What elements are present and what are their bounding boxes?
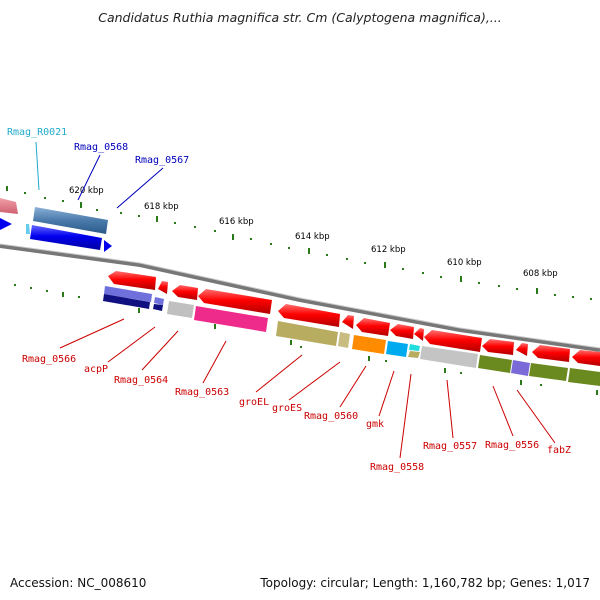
gene-rmag-0567[interactable] <box>30 225 102 250</box>
gene-gmk-b[interactable] <box>409 344 420 351</box>
lower-leader-lines <box>59 318 556 459</box>
gene-row1-3[interactable] <box>198 289 272 314</box>
gene-row1-8[interactable] <box>414 328 424 341</box>
label-rmag-0557: Rmag_0557 <box>423 441 477 452</box>
upper-gene-labels: Rmag_R0021 Rmag_0568 Rmag_0567 <box>7 127 189 166</box>
scale-label-612: 612 kbp <box>371 245 406 255</box>
gene-row1-1[interactable] <box>158 281 168 294</box>
scale-label-610: 610 kbp <box>447 258 482 268</box>
gene-rmag-0566-b[interactable] <box>103 294 150 309</box>
label-gmk: gmk <box>366 419 384 430</box>
label-rmag-0558: Rmag_0558 <box>370 462 424 473</box>
gene-row1-6[interactable] <box>356 318 390 336</box>
gene-fabz-a[interactable] <box>511 360 530 376</box>
gene-row1-0[interactable] <box>108 271 156 290</box>
gene-row1-5[interactable] <box>342 315 354 329</box>
lower-strand-genes-row2 <box>103 286 600 386</box>
gene-last[interactable] <box>568 368 600 386</box>
label-rmag-0563: Rmag_0563 <box>175 387 229 398</box>
gene-row1-2[interactable] <box>172 285 198 300</box>
scale-label-620: 620 kbp <box>69 186 104 196</box>
gene-row1-7[interactable] <box>390 324 414 339</box>
scale-label-614: 614 kbp <box>295 232 330 242</box>
lower-scale-ticks <box>14 284 598 395</box>
accession-text: Accession: NC_008610 <box>10 576 147 590</box>
gene-rmag-0557[interactable] <box>420 346 478 368</box>
label-rmag-0568: Rmag_0568 <box>74 142 128 153</box>
gene-row1-13[interactable] <box>572 350 600 366</box>
gene-rmag-0568[interactable] <box>33 207 108 234</box>
label-rmag-0567: Rmag_0567 <box>135 155 189 166</box>
label-rmag-0564: Rmag_0564 <box>114 375 168 386</box>
gene-rmag-0564[interactable] <box>167 301 194 318</box>
label-rmag-0556: Rmag_0556 <box>485 440 539 451</box>
gene-groel[interactable] <box>276 321 338 346</box>
gene-rmag-r0021[interactable] <box>26 224 30 234</box>
upper-scale-ticks <box>6 186 592 300</box>
gene-rmag-0567-tip <box>104 240 112 252</box>
map-title: Candidatus Ruthia magnifica str. Cm (Cal… <box>98 10 502 25</box>
label-groel: groEL <box>239 397 269 408</box>
label-groes: groES <box>272 403 302 414</box>
genome-backbone <box>0 244 600 352</box>
label-rmag-0566: Rmag_0566 <box>22 354 76 365</box>
gene-rmag-0558[interactable] <box>408 351 420 358</box>
upper-leader-lines <box>35 141 164 209</box>
scale-labels: 620 kbp 618 kbp 616 kbp 614 kbp 612 kbp … <box>69 186 558 279</box>
gene-row1-10[interactable] <box>482 339 514 355</box>
scale-label-608: 608 kbp <box>523 269 558 279</box>
gene-rmag-0556[interactable] <box>478 355 512 373</box>
gene-blue-left-arrow <box>0 218 12 230</box>
label-acpp: acpP <box>84 364 108 375</box>
gene-rmag-0560[interactable] <box>352 335 386 354</box>
gene-row1-4[interactable] <box>278 304 340 327</box>
gene-row1-12[interactable] <box>532 345 570 362</box>
scale-label-616: 616 kbp <box>219 217 254 227</box>
gene-acpp-b[interactable] <box>153 304 163 311</box>
genome-summary-text: Topology: circular; Length: 1,160,782 bp… <box>260 576 590 590</box>
upper-strand-genes <box>0 198 112 252</box>
lower-strand-genes-row1 <box>108 271 600 366</box>
gene-gmk[interactable] <box>386 341 408 357</box>
gene-row1-11[interactable] <box>516 343 528 356</box>
lower-gene-labels: Rmag_0566 acpP Rmag_0564 Rmag_0563 groEL… <box>22 354 571 473</box>
label-fabz: fabZ <box>547 445 571 456</box>
gene-fabz[interactable] <box>529 363 568 381</box>
gene-rmag-0569[interactable] <box>0 198 18 214</box>
label-rmag-0560: Rmag_0560 <box>304 411 358 422</box>
gene-row1-9[interactable] <box>424 330 482 352</box>
gene-acpp[interactable] <box>154 297 164 305</box>
label-rmag-r0021: Rmag_R0021 <box>7 127 67 138</box>
gene-rmag-0563[interactable] <box>194 306 268 332</box>
gene-rmag-0566-a[interactable] <box>104 286 152 302</box>
gene-groes[interactable] <box>338 332 350 348</box>
scale-label-618: 618 kbp <box>144 202 179 212</box>
